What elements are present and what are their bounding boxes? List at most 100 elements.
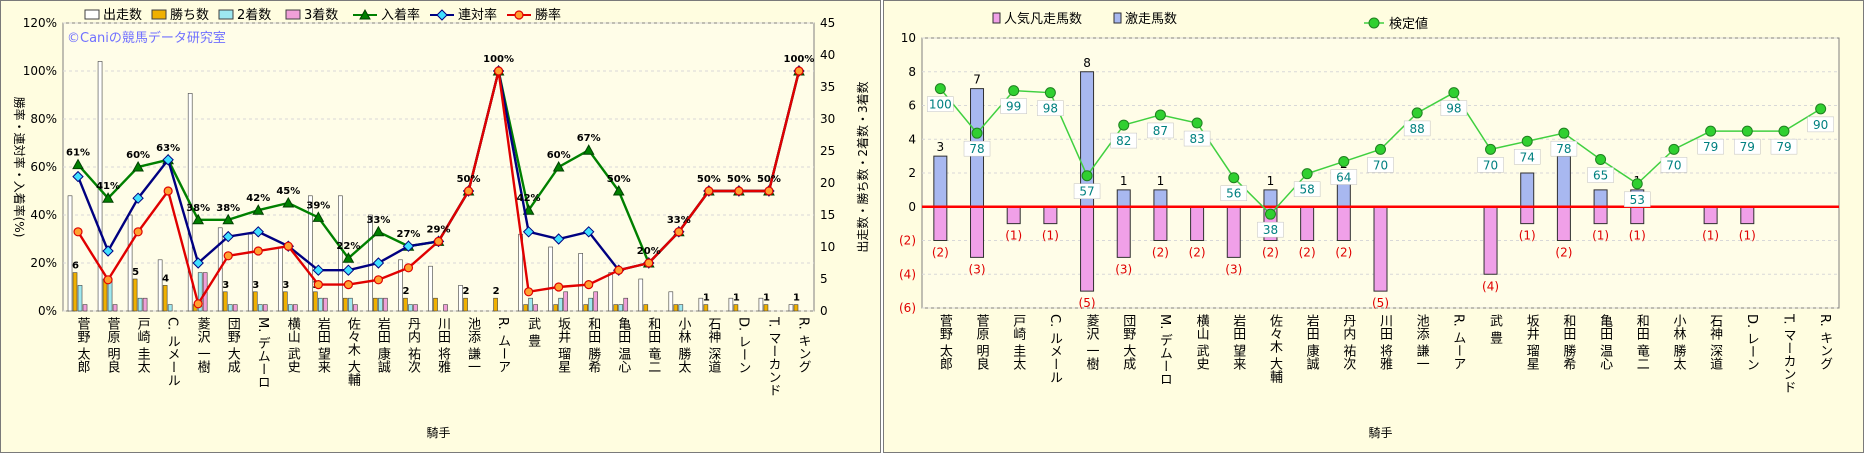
category-label: 和田 竜二 (645, 317, 661, 373)
bar-negative (1043, 206, 1058, 225)
watermark: ©Caniの競馬データ研究室 (67, 30, 226, 46)
legend-swatch (992, 12, 1001, 24)
check-value-label: 99 (1006, 100, 1021, 114)
line-marker (132, 192, 144, 204)
line-marker (674, 227, 684, 237)
bar (528, 297, 533, 312)
category-label: 和田 勝希 (1560, 314, 1576, 371)
bar (613, 304, 619, 312)
y-tick-label: 40% (30, 208, 57, 222)
category-label: 佐々木 大輔 (1267, 314, 1283, 385)
pct-data-label: 61% (66, 148, 90, 159)
bar-negative (970, 206, 985, 258)
category-label: 菱沢 一樹 (195, 317, 211, 374)
line-marker (313, 280, 323, 290)
line-marker (1815, 103, 1827, 115)
bar (428, 265, 433, 312)
pct-data-label: 45% (276, 186, 300, 197)
category-label: T. マーカンド (1780, 313, 1795, 394)
bar (368, 214, 373, 312)
bar-negative (1740, 206, 1755, 225)
bar (282, 291, 288, 312)
y2-tick-label: 0 (820, 304, 828, 318)
line-marker (1338, 156, 1350, 168)
line-marker (373, 275, 384, 285)
bar (398, 259, 403, 312)
category-label: 坂井 瑠星 (555, 317, 571, 374)
bar-negative (1556, 206, 1571, 241)
y-tick-label: (2) (899, 234, 916, 248)
bar-negative (1080, 206, 1095, 292)
y-axis-title: 勝率・連対率・入着率(%) (12, 97, 27, 238)
bar (583, 304, 589, 312)
line-marker (1595, 154, 1607, 165)
category-label: 小林 勝太 (1670, 314, 1686, 371)
bar (578, 253, 584, 312)
data-label-box (1697, 138, 1724, 155)
line-marker (252, 204, 265, 215)
legend-label: 検定値 (1389, 16, 1428, 32)
line-marker (1301, 168, 1313, 180)
bar-positive (933, 155, 948, 208)
line-marker (1741, 125, 1753, 137)
bar-negative (1483, 206, 1498, 275)
bar-negative (1190, 206, 1205, 241)
wins-data-label: 2 (402, 286, 409, 297)
check-value-label: 79 (1776, 140, 1791, 154)
legend-label: 出走数 (103, 8, 142, 23)
bar (257, 304, 263, 312)
category-label: 石神 深道 (705, 317, 721, 374)
negative-data-label: (1) (1739, 229, 1756, 243)
category-label: 菅野 太郎 (75, 317, 91, 374)
category-label: 和田 勝希 (585, 317, 601, 374)
bar (262, 304, 268, 312)
y2-tick-label: 15 (820, 208, 835, 222)
positive-data-label: 8 (1083, 56, 1091, 70)
wins-data-label: 3 (222, 280, 229, 291)
y-tick-label: 60% (30, 160, 57, 174)
line-marker (1631, 178, 1643, 190)
bar (318, 297, 323, 312)
bar (72, 272, 78, 312)
bar (313, 291, 318, 312)
pct-data-label: 42% (517, 193, 541, 204)
line-marker (103, 275, 113, 285)
line-marker (1081, 170, 1093, 182)
line-marker (252, 226, 264, 238)
line-marker (614, 265, 624, 275)
pct-data-label: 20% (637, 246, 661, 257)
category-label: R. キング (1817, 314, 1833, 370)
line-marker (132, 160, 144, 172)
category-label: 菅野 太郎 (937, 314, 952, 371)
bar (383, 297, 388, 312)
line-marker (1228, 172, 1240, 184)
pct-data-label: 63% (156, 143, 180, 154)
wins-data-label: 3 (252, 280, 259, 291)
bar (698, 297, 704, 312)
data-label-box (1220, 185, 1248, 201)
line-marker (1485, 143, 1497, 155)
line-marker (1521, 135, 1533, 147)
negative-data-label: (2) (932, 246, 949, 260)
pct-data-label: 33% (366, 215, 390, 226)
wins-data-label: 1 (763, 293, 770, 304)
check-value-label: 38 (1263, 223, 1278, 237)
line-marker (102, 192, 114, 203)
category-label: 岩田 康誠 (375, 317, 391, 375)
category-label: M. デムーロ (1157, 314, 1172, 385)
y2-tick-label: 25 (820, 144, 835, 158)
line-marker (372, 257, 385, 269)
y2-tick-label: 30 (820, 112, 835, 126)
bar (458, 285, 463, 312)
line-marker (342, 252, 355, 263)
data-label-box (1110, 132, 1137, 149)
check-value-label: 82 (1116, 134, 1131, 148)
category-label: 亀田 温心 (615, 317, 631, 374)
bar (758, 297, 764, 312)
bar-negative (1593, 206, 1608, 225)
line-marker (342, 264, 355, 276)
pct-data-label: 41% (96, 181, 120, 192)
bar (338, 195, 343, 312)
category-label: T. マーカンド (765, 316, 780, 397)
category-label: 川田 将雅 (435, 317, 451, 374)
